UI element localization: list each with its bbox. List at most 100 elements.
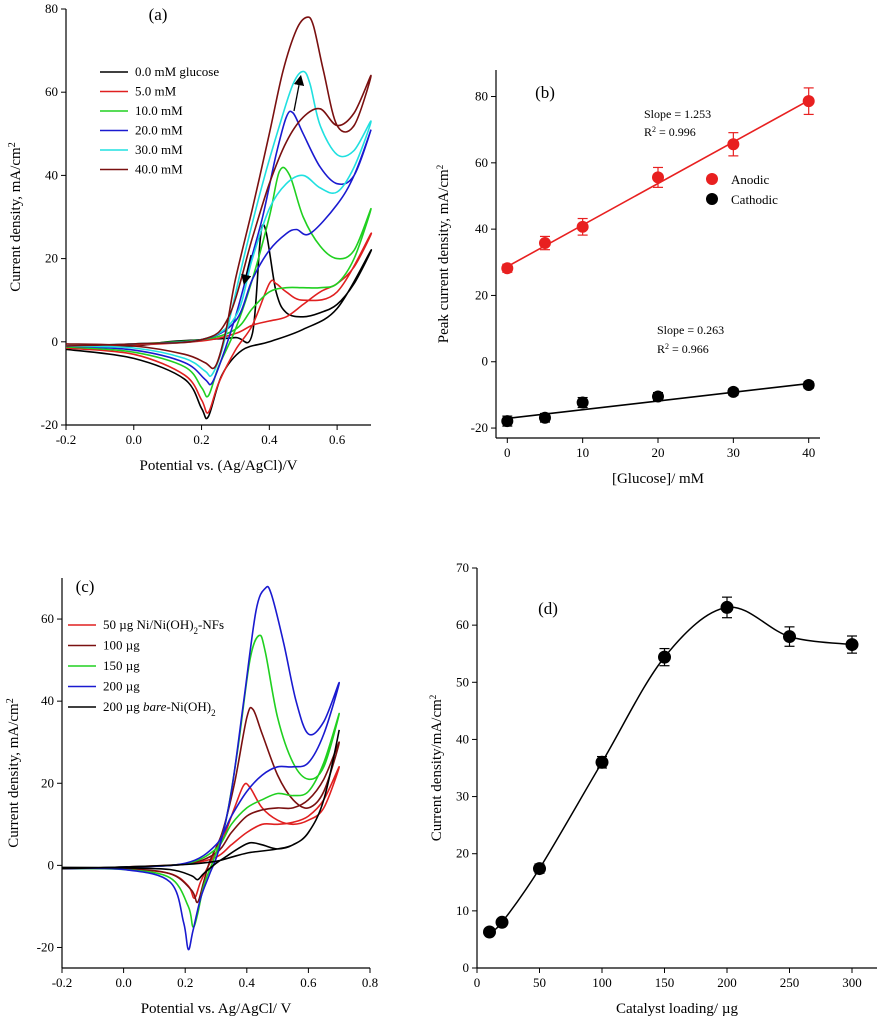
legend-label: 5.0 mM [135, 84, 177, 99]
x-tick-label: 0.0 [126, 432, 142, 447]
series-line [66, 232, 373, 414]
x-tick-label: 0.2 [177, 975, 193, 990]
legend-label: 200 µg bare-Ni(OH)2 [103, 699, 216, 718]
y-tick-label: 50 [456, 674, 469, 689]
panel-label: (d) [538, 599, 558, 618]
series-line [62, 729, 340, 881]
data-point [720, 600, 734, 614]
series-line [62, 585, 341, 951]
series-line [62, 765, 341, 899]
legend-label: 40.0 mM [135, 162, 183, 177]
y-tick-label: 60 [41, 611, 54, 626]
x-tick-label: 150 [655, 975, 675, 990]
x-tick-label: 0 [504, 445, 511, 460]
slope-annotation-anodic: Slope = 1.253 [644, 107, 711, 121]
data-point [652, 390, 664, 403]
panel-c: -0.2 0.0 0.2 0.4 0.6 0.8 -20 0 20 40 60 Potential v… [5, 577, 379, 1017]
x-tick-label: 20 [652, 445, 665, 460]
data-point [576, 396, 589, 409]
legend-marker [706, 173, 718, 185]
y-tick-label: 70 [456, 560, 469, 575]
data-point [845, 638, 859, 652]
y-axis-title: Peak current density, mA/cm2 [435, 165, 452, 343]
data-point [727, 385, 740, 398]
y-tick-label: -20 [41, 417, 58, 432]
x-axis-title: Potential vs. Ag/AgCl/ V [141, 1001, 292, 1017]
panel-label: (b) [535, 83, 555, 102]
y-tick-label: -20 [37, 939, 54, 954]
legend: 0.0 mM glucose 5.0 mM 10.0 mM 20.0 mM 30.0 m… [100, 64, 219, 177]
legend-marker [706, 193, 718, 205]
series-line [66, 16, 372, 370]
x-axis-title: Potential vs. (Ag/AgCl)/V [140, 458, 298, 474]
panel-b: 0 10 20 30 40 -20 0 20 40 60 80 [Glucose]/ mM Peak c… [435, 70, 820, 487]
y-tick-label: 0 [52, 334, 59, 349]
x-tick-label: 0.4 [239, 975, 256, 990]
data-point [658, 650, 671, 664]
curves [66, 16, 373, 420]
panel-label: (a) [149, 5, 168, 24]
y-tick-label: 30 [456, 789, 469, 804]
x-tick-label: 0.6 [300, 975, 317, 990]
legend: Anodic Cathodic [706, 172, 778, 207]
x-tick-label: 200 [717, 975, 737, 990]
y-tick-label: 0 [48, 857, 55, 872]
panel-label: (c) [76, 577, 95, 596]
legend-label: 30.0 mM [135, 142, 183, 157]
data-point [538, 411, 551, 424]
data-point [495, 915, 509, 929]
slope-annotation-cathodic: Slope = 0.263 [657, 323, 724, 337]
x-tick-label: 250 [780, 975, 800, 990]
legend-label: 200 µg [103, 679, 140, 694]
panel-d: 0 50 100 150 200 250 300 0 10 20 30 40 50 60 70 Catalys… [428, 560, 877, 1017]
r2-annotation-cathodic: R2 = 0.966 [657, 342, 709, 357]
y-tick-label: 40 [45, 167, 58, 182]
y-tick-label: 80 [45, 1, 58, 16]
x-tick-label: 10 [576, 445, 589, 460]
legend-label: 20.0 mM [135, 123, 183, 138]
x-tick-label: 40 [802, 445, 815, 460]
data-point [501, 262, 514, 275]
y-tick-label: 40 [475, 221, 488, 236]
series-anodic [501, 87, 815, 275]
series-line [66, 166, 372, 398]
y-tick-label: 0 [482, 354, 489, 369]
data-point [576, 220, 589, 233]
y-tick-label: 20 [456, 846, 469, 861]
data-point [783, 630, 796, 644]
y-tick-label: 10 [456, 903, 469, 918]
data-point [533, 862, 546, 876]
arrow-up-icon [293, 74, 305, 112]
y-tick-label: 60 [456, 617, 469, 632]
y-tick-label: 20 [475, 287, 488, 302]
y-tick-label: -20 [471, 420, 488, 435]
legend-label: Cathodic [731, 192, 778, 207]
legend: 50 µg Ni/Ni(OH)2-NFs 100 µg 150 µg 200 µg 20… [68, 617, 224, 718]
y-tick-label: 60 [45, 84, 58, 99]
series-cathodic [501, 378, 815, 428]
series-line [66, 70, 372, 378]
data-point [501, 415, 514, 428]
data-point [595, 755, 609, 769]
y-tick-label: 20 [45, 251, 58, 266]
series-line [66, 110, 372, 386]
y-axis-title: Current density, mA/cm2 [7, 142, 25, 291]
legend-label: 50 µg Ni/Ni(OH)2-NFs [103, 617, 224, 636]
data-point [652, 171, 664, 184]
x-tick-label: 0.6 [329, 432, 346, 447]
data-point [802, 95, 815, 108]
y-tick-label: 60 [475, 155, 488, 170]
series-line [489, 606, 853, 933]
data-point [802, 378, 815, 391]
y-tick-label: 40 [41, 693, 54, 708]
x-tick-label: 100 [592, 975, 612, 990]
data-point [483, 925, 496, 939]
x-tick-label: 0 [474, 975, 481, 990]
x-tick-label: -0.2 [52, 975, 73, 990]
legend-label: 100 µg [103, 638, 140, 653]
arrow-down-icon [241, 254, 252, 286]
x-tick-label: 30 [727, 445, 740, 460]
y-tick-label: 80 [475, 89, 488, 104]
curves [62, 585, 341, 951]
